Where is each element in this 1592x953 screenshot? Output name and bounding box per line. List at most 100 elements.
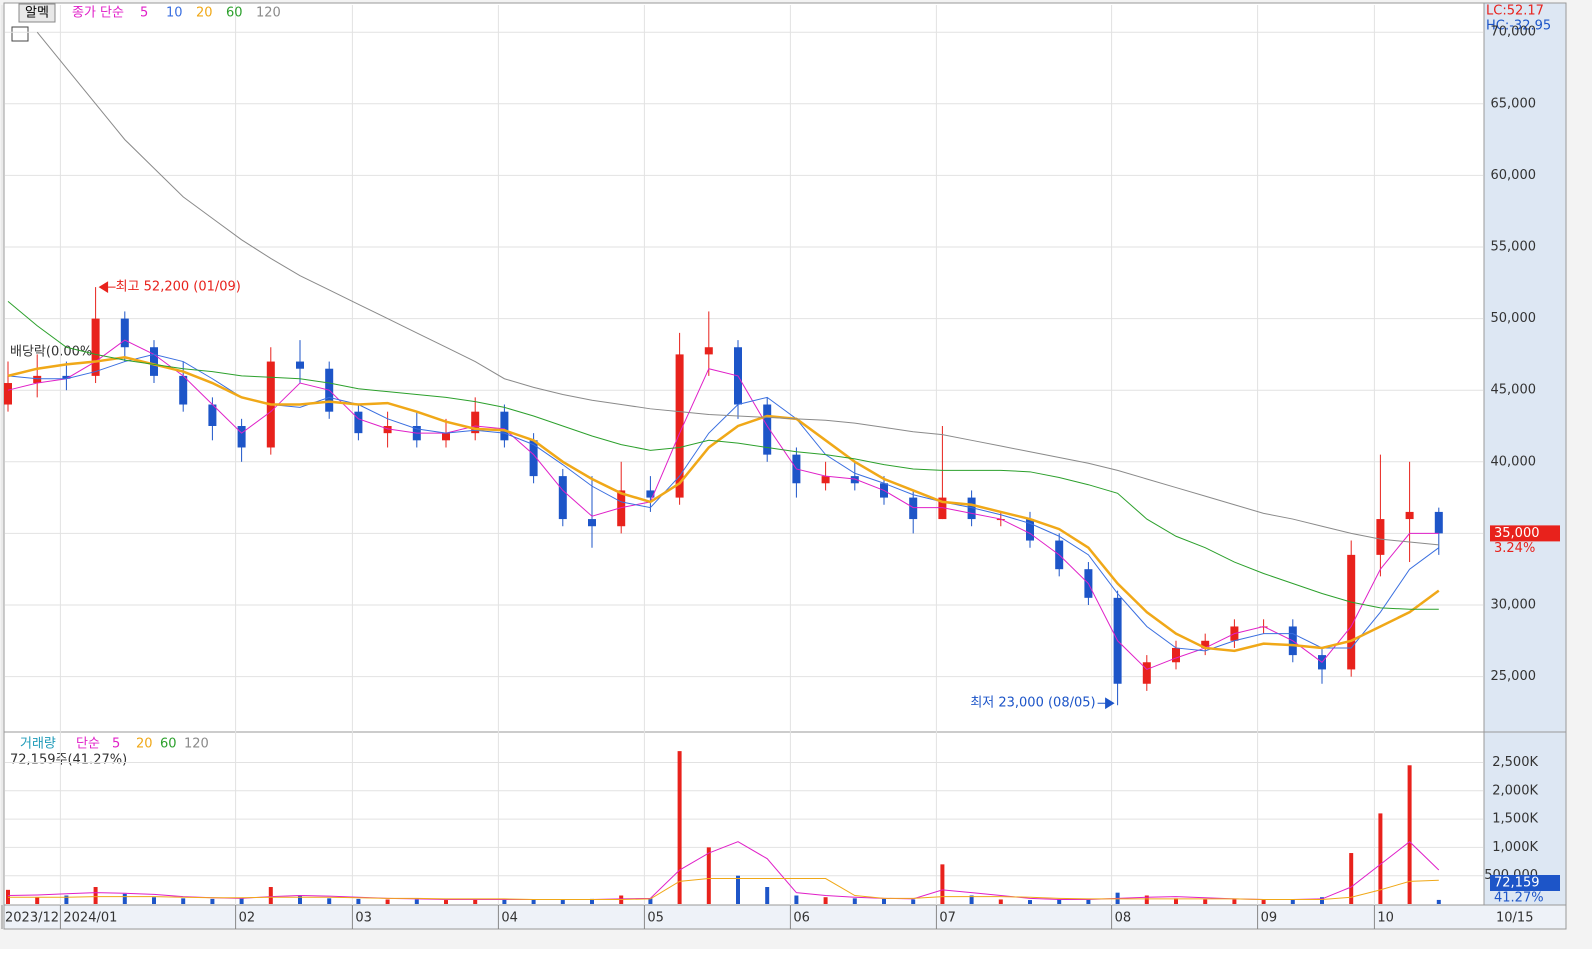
candle-body xyxy=(529,440,538,477)
price-box xyxy=(1490,525,1560,542)
volume-bar xyxy=(677,751,682,904)
legend-entry: 5 xyxy=(140,6,148,21)
volume-bar xyxy=(1436,899,1441,904)
candle-body xyxy=(1434,511,1443,534)
volume-bar xyxy=(93,887,98,904)
candle-body xyxy=(967,497,976,520)
legend-entry: 60 xyxy=(226,6,243,21)
volume-bar xyxy=(852,898,857,904)
candle-body xyxy=(675,354,684,498)
candle-body xyxy=(1405,511,1414,520)
dividend-label: 배당락(0.00%) xyxy=(10,345,97,360)
volume-bar xyxy=(327,898,332,904)
volume-bar xyxy=(181,898,186,904)
volume-bar xyxy=(706,847,711,904)
y-tick-label: 1,000K xyxy=(1492,840,1538,855)
candle-body xyxy=(442,433,450,441)
volume-bar xyxy=(648,898,653,904)
y-tick-label: 45,000 xyxy=(1491,383,1537,398)
x-tick-label: 05 xyxy=(647,911,664,926)
lc-label: LC:52.17 xyxy=(1486,4,1544,19)
volume-bar xyxy=(736,875,740,904)
y-tick-label: 50,000 xyxy=(1491,311,1537,326)
volume-bar xyxy=(239,898,244,904)
volume-pct-label: 41.27% xyxy=(1494,891,1544,906)
candle-body xyxy=(1026,519,1034,541)
legend-entry: 120 xyxy=(184,737,209,752)
y-tick-label: 60,000 xyxy=(1491,168,1537,183)
candle-body xyxy=(850,476,859,484)
y-tick-label: 70,000 xyxy=(1491,25,1537,40)
button[interactable] xyxy=(18,3,56,23)
candle-body xyxy=(1347,554,1356,670)
candle-body xyxy=(617,490,626,527)
price-label: 35,000 xyxy=(1494,526,1540,541)
volume-bar xyxy=(1028,900,1032,904)
candle-body xyxy=(1376,519,1385,555)
volume-bar xyxy=(794,895,799,904)
legend-entry: 10 xyxy=(166,6,183,21)
candle-body xyxy=(588,519,596,527)
x-tick-label: 2023/12 xyxy=(5,911,59,926)
x-tick-label: 10 xyxy=(1377,911,1394,926)
volume-bar xyxy=(1174,898,1178,904)
candle-body xyxy=(763,404,772,455)
candle-body xyxy=(909,497,918,520)
ma-title: 종가 단순 xyxy=(72,6,124,21)
volume-bar xyxy=(385,899,390,904)
x-tick-label: 09 xyxy=(1261,911,1278,926)
y-tick-label: 2,000K xyxy=(1492,783,1538,798)
table-icon[interactable] xyxy=(11,26,29,42)
volume-bar xyxy=(969,895,974,904)
volume-bar xyxy=(882,898,886,904)
volume-bar xyxy=(1203,899,1208,904)
volume-bar xyxy=(122,893,127,904)
ma-line xyxy=(8,878,1439,900)
volume-bar xyxy=(998,899,1003,904)
x-axis-area xyxy=(3,904,1567,930)
volume-bar xyxy=(590,898,594,904)
volume-bar xyxy=(414,899,419,904)
plot-area xyxy=(3,2,1485,906)
annotation: 최고 52,200 (01/09) xyxy=(116,280,241,295)
candle-body xyxy=(91,318,100,376)
candle-body xyxy=(383,425,392,434)
candle-body xyxy=(471,411,480,434)
volume-last-label: 72,159 xyxy=(1494,876,1540,891)
legend-entry: 20 xyxy=(196,6,213,21)
candle-body xyxy=(208,404,217,426)
candle-body xyxy=(938,497,947,520)
volume-bar xyxy=(444,900,448,904)
y-tick-label: 25,000 xyxy=(1491,669,1537,684)
candle-body xyxy=(120,318,129,348)
candle-body xyxy=(558,476,567,520)
volume-bar xyxy=(356,898,361,904)
candle-body xyxy=(704,347,713,355)
ma-line xyxy=(7,339,1439,671)
x-tick-label: 06 xyxy=(793,911,810,926)
volume-bar xyxy=(64,895,69,904)
ma-line xyxy=(36,31,1439,546)
volume-bar xyxy=(1407,765,1412,904)
button-label[interactable]: 알멕 xyxy=(25,6,49,21)
hc-label: HC:-32.95 xyxy=(1486,19,1551,34)
y-tick-label: 65,000 xyxy=(1491,96,1537,111)
volume-info: 72,159주(41.27%) xyxy=(10,753,127,768)
legend-entry: 60 xyxy=(160,737,177,752)
volume-bar xyxy=(1086,898,1091,904)
arrow xyxy=(1097,697,1115,710)
legend-entry: 5 xyxy=(112,737,120,752)
y-tick-label: 30,000 xyxy=(1491,597,1537,612)
candle-body xyxy=(33,375,42,384)
ma-line xyxy=(7,355,1440,653)
volume-bar xyxy=(1349,853,1354,904)
volume-bar xyxy=(502,899,507,904)
volume-bar xyxy=(1261,900,1266,904)
volume-bar xyxy=(152,897,156,904)
volume-bar xyxy=(298,895,302,904)
volume-title: 거래량 xyxy=(20,737,56,752)
annotation: 최저 23,000 (08/05) xyxy=(970,696,1095,711)
change-label: 3.24% xyxy=(1494,541,1535,556)
